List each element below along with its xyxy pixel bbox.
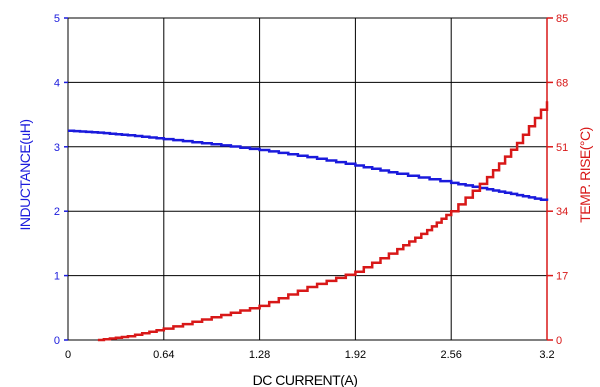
y-left-tick-label: 3 bbox=[54, 142, 60, 154]
x-tick-label: 0 bbox=[65, 349, 71, 361]
y-right-tick-label: 34 bbox=[556, 206, 568, 218]
x-tick-label: 3.2 bbox=[539, 349, 554, 361]
y-axis-right-title: TEMP. RISE(°C) bbox=[577, 127, 593, 223]
y-left-tick-label: 4 bbox=[54, 77, 60, 89]
x-axis-title: DC CURRENT(A) bbox=[253, 372, 358, 387]
y-right-tick-label: 68 bbox=[556, 77, 568, 89]
y-right-tick-label: 85 bbox=[556, 13, 568, 25]
y-left-tick-label: 2 bbox=[54, 206, 60, 218]
y-right-tick-label: 17 bbox=[556, 271, 568, 283]
series-line-inductance bbox=[68, 129, 549, 201]
grid bbox=[67, 17, 548, 341]
y-left-tick-label: 1 bbox=[54, 271, 60, 283]
x-tick-label: 2.56 bbox=[440, 349, 461, 361]
x-tick-label: 1.28 bbox=[249, 349, 270, 361]
x-tick-label: 1.92 bbox=[345, 349, 366, 361]
x-tick-label: 0.64 bbox=[153, 349, 174, 361]
y-axis-left-title: INDUCTANCE(uH) bbox=[17, 120, 33, 231]
series-group bbox=[68, 101, 549, 342]
series-line-temp-rise bbox=[97, 101, 549, 342]
y-left-tick-label: 5 bbox=[54, 13, 60, 25]
y-left-tick-label: 0 bbox=[54, 335, 60, 347]
y-right-tick-label: 51 bbox=[556, 142, 568, 154]
y-right-tick-label: 0 bbox=[556, 335, 562, 347]
